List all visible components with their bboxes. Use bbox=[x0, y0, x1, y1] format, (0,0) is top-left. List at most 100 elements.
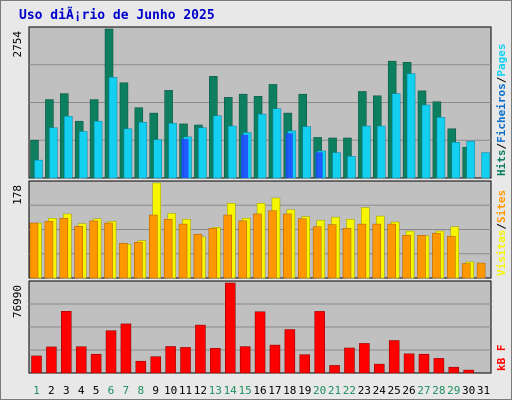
ficheiros-bar bbox=[108, 77, 118, 179]
day-label: 23 bbox=[358, 384, 371, 397]
sites-bar bbox=[387, 223, 396, 279]
day-label: 24 bbox=[373, 384, 387, 397]
sites-bar bbox=[89, 220, 98, 279]
sites-bar bbox=[193, 233, 203, 279]
ficheiros-bar bbox=[168, 123, 177, 179]
kb-bar bbox=[403, 353, 415, 374]
sites-bar bbox=[298, 218, 307, 279]
kb-bar bbox=[388, 340, 400, 374]
day-label: 5 bbox=[93, 384, 100, 397]
kb-bar bbox=[314, 311, 325, 374]
ficheiros-bar bbox=[362, 125, 371, 179]
day-label: 27 bbox=[417, 384, 430, 397]
kb-bar bbox=[448, 366, 460, 374]
sites-bar bbox=[476, 262, 486, 279]
sites-bar bbox=[223, 214, 232, 279]
sites-bar bbox=[148, 214, 158, 279]
kb-bar bbox=[463, 369, 474, 374]
sites-bar bbox=[44, 221, 54, 279]
ficheiros-bar bbox=[272, 108, 282, 179]
sites-bar bbox=[327, 224, 337, 279]
sites-bar bbox=[447, 236, 456, 279]
kb-bar bbox=[135, 360, 147, 374]
kb-bar bbox=[418, 353, 430, 374]
kb-bar bbox=[239, 346, 251, 374]
kb-bar bbox=[359, 343, 370, 374]
legend-text: Pages bbox=[495, 44, 508, 77]
kb-bar bbox=[150, 356, 161, 374]
sites-bar bbox=[461, 263, 471, 279]
sites-bar bbox=[268, 210, 277, 279]
ficheiros-bar bbox=[347, 156, 356, 179]
sites-bar bbox=[357, 223, 367, 279]
legend-middle: Visitas/Sites bbox=[495, 190, 508, 276]
sites-bar bbox=[342, 228, 352, 279]
ficheiros-bar bbox=[451, 142, 461, 179]
sites-bar bbox=[134, 241, 143, 279]
pages-bar bbox=[315, 152, 323, 178]
day-label: 14 bbox=[224, 384, 238, 397]
sites-bar bbox=[119, 243, 128, 279]
day-label: 13 bbox=[209, 384, 222, 397]
ficheiros-bar bbox=[138, 122, 148, 179]
day-label: 28 bbox=[432, 384, 445, 397]
pages-bar bbox=[285, 133, 293, 178]
day-label: 8 bbox=[137, 384, 144, 397]
kb-bar bbox=[180, 347, 191, 374]
legend-bottom: kB F bbox=[495, 345, 508, 372]
legend-text: Sites bbox=[495, 190, 508, 223]
day-label: 1 bbox=[33, 384, 40, 397]
ficheiros-bar bbox=[213, 115, 222, 179]
ficheiros-bar bbox=[123, 128, 133, 179]
kb-bar bbox=[75, 346, 87, 374]
ficheiros-bar bbox=[332, 152, 341, 179]
sites-bar bbox=[372, 223, 382, 279]
ficheiros-bar bbox=[227, 125, 237, 179]
day-label: 19 bbox=[298, 384, 311, 397]
day-label: 17 bbox=[268, 384, 281, 397]
day-label: 2 bbox=[48, 384, 55, 397]
legend-text: Hits bbox=[495, 150, 508, 177]
sites-bar bbox=[163, 219, 173, 279]
sites-bar bbox=[178, 223, 188, 279]
ficheiros-bar bbox=[153, 139, 162, 179]
day-label: 15 bbox=[238, 384, 251, 397]
day-label: 4 bbox=[78, 384, 85, 397]
max-value-label: 178 bbox=[11, 185, 24, 205]
ficheiros-bar bbox=[93, 120, 103, 179]
legend-text: kB F bbox=[495, 345, 508, 372]
ficheiros-bar bbox=[198, 127, 207, 179]
sites-bar bbox=[283, 213, 292, 279]
day-label: 25 bbox=[388, 384, 401, 397]
legend-top: Hits/Ficheiros/Pages bbox=[495, 44, 508, 176]
day-label: 31 bbox=[477, 384, 490, 397]
day-label: 20 bbox=[313, 384, 326, 397]
ficheiros-bar bbox=[391, 93, 401, 179]
sites-bar bbox=[402, 235, 411, 279]
ficheiros-bar bbox=[64, 116, 73, 179]
day-label: 7 bbox=[123, 384, 130, 397]
kb-bar bbox=[299, 354, 311, 374]
sites-bar bbox=[74, 225, 83, 279]
ficheiros-bar bbox=[466, 140, 475, 179]
sites-bar bbox=[312, 226, 322, 279]
kb-bar bbox=[210, 348, 221, 374]
ficheiros-bar bbox=[78, 131, 88, 179]
max-value-label: 2754 bbox=[11, 31, 24, 58]
pages-bar bbox=[181, 138, 189, 178]
ficheiros-bar bbox=[34, 159, 43, 179]
pages-bar bbox=[241, 134, 249, 178]
max-value-label: 76990 bbox=[11, 285, 24, 318]
sites-bar bbox=[417, 235, 426, 279]
day-label: 3 bbox=[63, 384, 70, 397]
ficheiros-bar bbox=[49, 127, 58, 179]
kb-bar bbox=[105, 330, 117, 374]
kb-bar bbox=[284, 329, 296, 374]
kb-bar bbox=[46, 346, 57, 374]
kb-bar bbox=[61, 311, 72, 374]
kb-bar bbox=[433, 358, 445, 374]
legend-text: / bbox=[495, 143, 508, 150]
ficheiros-bar bbox=[421, 104, 431, 179]
